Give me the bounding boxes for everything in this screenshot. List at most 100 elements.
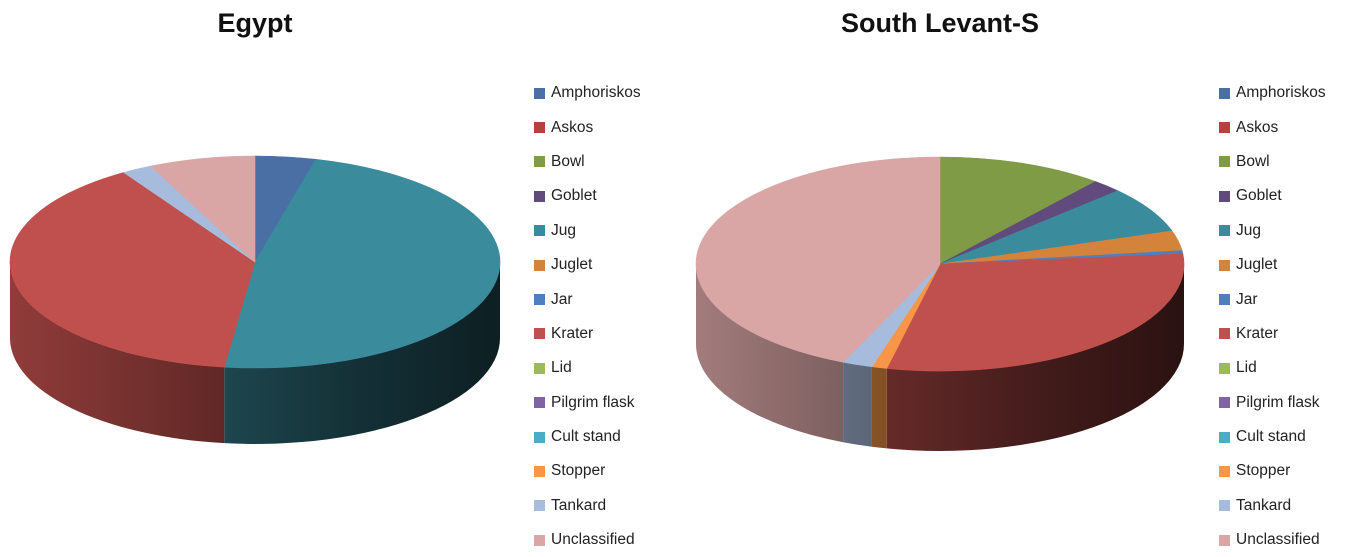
legend-swatch <box>1219 328 1230 340</box>
legend-swatch <box>534 259 545 271</box>
legend-swatch <box>534 328 545 340</box>
chart-title: Egypt <box>217 8 293 38</box>
legend-swatch <box>534 397 545 409</box>
legend-label: Askos <box>551 118 594 136</box>
legend-label: Krater <box>551 324 594 342</box>
legend-item-stopper: Stopper <box>1219 454 1326 488</box>
legend-swatch <box>1219 500 1230 512</box>
legend-item-pilgrim-flask: Pilgrim flask <box>534 386 641 420</box>
legend-label: Lid <box>551 359 572 377</box>
legend-label: Askos <box>1236 118 1279 136</box>
legend-item-cult-stand: Cult stand <box>534 420 641 454</box>
legend-item-bowl: Bowl <box>534 145 641 179</box>
legend-item-jug: Jug <box>534 214 641 248</box>
legend-swatch <box>1219 259 1230 271</box>
chart-south-levant: South Levant-S Amphoriskos Askos Bowl Goble… <box>675 0 1349 548</box>
legend-swatch <box>534 225 545 237</box>
pie-slice-unclassified <box>695 156 941 363</box>
legend-swatch <box>1219 362 1230 374</box>
legend-item-tankard: Tankard <box>534 489 641 523</box>
legend-item-cult-stand: Cult stand <box>1219 420 1326 454</box>
legend-label: Jar <box>1236 290 1258 308</box>
legend-item-lid: Lid <box>1219 351 1326 385</box>
legend-label: Cult stand <box>551 428 621 446</box>
pie-side-krater <box>10 262 225 444</box>
legend-swatch <box>534 500 545 512</box>
legend-label: Unclassified <box>1236 531 1320 549</box>
pie-side-jug <box>224 262 501 444</box>
legend-label: Goblet <box>551 187 597 205</box>
legend-label: Juglet <box>1236 256 1278 274</box>
legend-item-bowl: Bowl <box>1219 145 1326 179</box>
legend-item-juglet: Juglet <box>1219 248 1326 282</box>
legend-item-jug: Jug <box>1219 214 1326 248</box>
legend-egypt: Amphoriskos Askos Bowl Goblet Jug Juglet Jar Kr… <box>534 76 641 557</box>
pie-south-levant <box>695 156 1185 451</box>
pie-egypt <box>9 155 501 444</box>
legend-swatch <box>1219 87 1230 99</box>
legend-label: Unclassified <box>551 531 635 549</box>
legend-label: Stopper <box>1236 462 1291 480</box>
legend-item-amphoriskos: Amphoriskos <box>1219 76 1326 110</box>
legend-swatch <box>1219 397 1230 409</box>
legend-swatch <box>1219 122 1230 134</box>
legend-label: Amphoriskos <box>1236 84 1326 102</box>
legend-swatch <box>534 190 545 202</box>
legend-swatch <box>1219 465 1230 477</box>
legend-swatch <box>534 87 545 99</box>
legend-item-jar: Jar <box>1219 282 1326 316</box>
pie-side-unclassified <box>696 264 844 443</box>
legend-label: Jug <box>1236 221 1261 239</box>
legend-swatch <box>534 122 545 134</box>
legend-item-goblet: Goblet <box>1219 179 1326 213</box>
legend-swatch <box>534 534 545 546</box>
legend-label: Krater <box>1236 324 1279 342</box>
legend-label: Juglet <box>551 256 593 274</box>
pie-slice-jug <box>939 190 1173 265</box>
legend-item-unclassified: Unclassified <box>534 523 641 557</box>
pie-side-tankard <box>843 362 872 447</box>
legend-swatch <box>534 362 545 374</box>
legend-item-jar: Jar <box>534 282 641 316</box>
legend-label: Tankard <box>551 496 607 514</box>
pie-slice-jug <box>223 159 501 369</box>
legend-swatch <box>1219 156 1230 168</box>
legend-label: Pilgrim flask <box>551 393 635 411</box>
legend-label: Cult stand <box>1236 428 1306 446</box>
legend-swatch <box>1219 431 1230 443</box>
legend-swatch <box>534 156 545 168</box>
legend-label: Goblet <box>1236 187 1282 205</box>
legend-item-unclassified: Unclassified <box>1219 523 1326 557</box>
legend-swatch <box>1219 534 1230 546</box>
legend-item-goblet: Goblet <box>534 179 641 213</box>
legend-label: Pilgrim flask <box>1236 393 1320 411</box>
legend-swatch <box>534 431 545 443</box>
legend-item-amphoriskos: Amphoriskos <box>534 76 641 110</box>
legend-swatch <box>534 294 545 306</box>
legend-swatch <box>1219 294 1230 306</box>
pie-side-stopper <box>871 366 887 449</box>
legend-label: Bowl <box>551 152 585 170</box>
legend-item-lid: Lid <box>534 351 641 385</box>
chart-title: South Levant-S <box>840 8 1039 38</box>
legend-item-stopper: Stopper <box>534 454 641 488</box>
legend-item-juglet: Juglet <box>534 248 641 282</box>
legend-item-askos: Askos <box>1219 110 1326 144</box>
legend-item-pilgrim-flask: Pilgrim flask <box>1219 386 1326 420</box>
legend-label: Jug <box>551 221 576 239</box>
legend-swatch <box>1219 190 1230 202</box>
legend-item-krater: Krater <box>1219 317 1326 351</box>
legend-label: Amphoriskos <box>551 84 641 102</box>
legend-item-tankard: Tankard <box>1219 489 1326 523</box>
pie-side-krater <box>886 264 1184 451</box>
legend-label: Jar <box>551 290 573 308</box>
legend-label: Stopper <box>551 462 606 480</box>
legend-south-levant: Amphoriskos Askos Bowl Goblet Jug Juglet Jar Kr… <box>1219 76 1326 557</box>
pie-slice-krater <box>9 172 256 368</box>
legend-label: Lid <box>1236 359 1257 377</box>
pie-slice-unclassified <box>150 155 256 263</box>
pie-slice-bowl <box>939 156 1097 265</box>
chart-egypt: Egypt Amphoriskos Askos Bowl Goblet Jug Jugle… <box>0 0 675 548</box>
legend-item-askos: Askos <box>534 110 641 144</box>
pie-slice-krater <box>886 253 1185 372</box>
